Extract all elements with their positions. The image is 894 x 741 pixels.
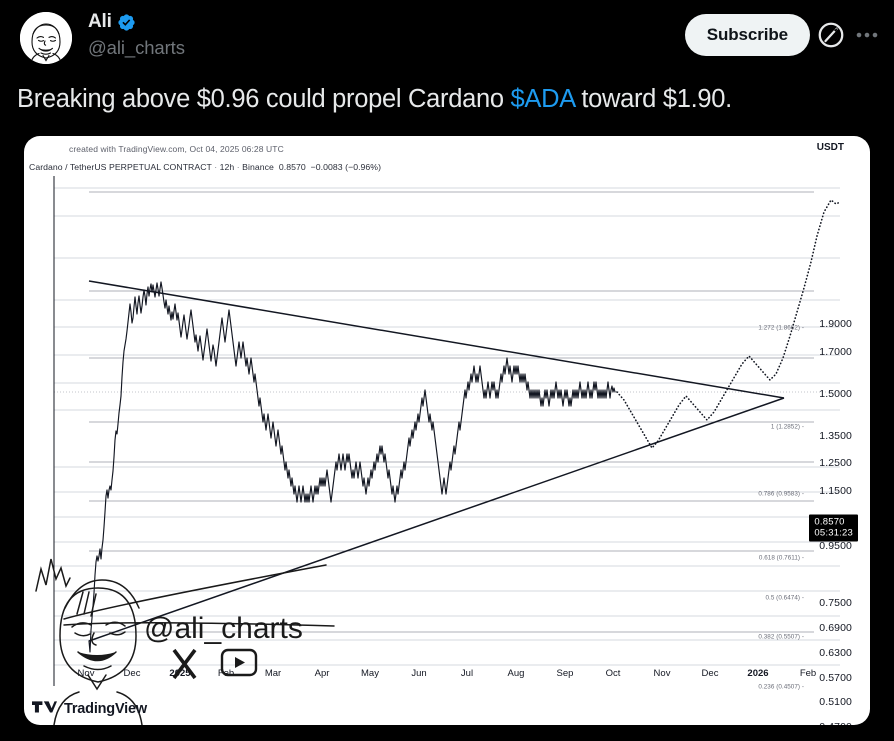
chart-card[interactable]: created with TradingView.com, Oct 04, 20… [24,136,870,725]
chart-symbol-line: Cardano / TetherUS PERPETUAL CONTRACT · … [29,162,382,172]
time-tick-label: Feb [799,668,817,679]
price-tick-label: 0.4700 [819,721,852,725]
price-tick-label: 1.9000 [819,318,852,330]
projection-path [616,198,841,450]
time-tick-label: 2026 [747,668,769,679]
price-tick-label: 0.9500 [819,540,852,552]
price-tick-label: 0.5700 [819,672,852,684]
price-tick-label: 0.5100 [819,696,852,708]
fibonacci-label: 0.5 (0.6474) - [765,594,804,602]
chart-plot-area[interactable] [24,176,870,686]
symbol-exchange: Binance [242,162,274,172]
price-tick-label: 1.5000 [819,388,852,400]
support-trendline [88,397,785,642]
chart-svg [53,176,841,686]
tweet-text-after: toward $1.90. [574,85,732,113]
symbol-name: Cardano / TetherUS PERPETUAL CONTRACT [29,162,212,172]
chart-credit: created with TradingView.com, Oct 04, 20… [69,144,284,154]
time-tick-label: Jun [411,668,427,679]
fibonacci-label: 1.272 (1.8662) - [758,324,804,332]
symbol-change-pct: (−0.96%) [345,162,382,172]
time-tick-label: 2025 [169,668,191,679]
verified-badge-icon [118,13,135,31]
symbol-last-price: 0.8570 [278,162,306,172]
time-tick-label: Sep [556,668,574,679]
tweet-text: Breaking above $0.96 could propel Cardan… [17,84,874,115]
symbol-interval: 12h [219,162,235,172]
time-tick-label: Feb [217,668,235,679]
price-tick-label: 0.6300 [819,647,852,659]
tradingview-footer[interactable]: TradingView [32,701,147,717]
subscribe-button[interactable]: Subscribe [684,14,810,56]
currency-unit-label: USDT [816,142,844,153]
tradingview-logo-icon [32,701,57,713]
price-scale[interactable]: 1.90001.70001.50001.35001.25001.15001.05… [809,176,870,725]
grok-icon[interactable] [816,20,846,50]
price-tick-label: 1.3500 [819,430,852,442]
price-tick-label: 0.6900 [819,622,852,634]
user-identity: Ali @ali_charts [88,10,185,60]
price-tick-label: 0.7500 [819,597,852,609]
tradingview-brand-name: TradingView [64,701,147,717]
time-tick-label: Nov [653,668,671,679]
more-options-icon[interactable] [852,20,882,50]
user-handle: @ali_charts [88,37,185,58]
tweet-text-before: Breaking above $0.96 could propel Cardan… [17,85,511,113]
time-scale[interactable]: Nov Dec 2025 Feb Mar Apr May Jun Jul Aug Sep Oct Nov… [24,668,870,686]
fibonacci-label: 0.618 (0.7611) - [758,554,804,562]
fibonacci-label: 1 (1.2852) - [770,423,804,431]
price-tick-label: 1.7000 [819,346,852,358]
avatar[interactable] [20,12,72,64]
time-tick-label: Apr [314,668,330,679]
time-tick-label: Aug [507,668,525,679]
cashtag-link-ada[interactable]: $ADA [510,85,575,113]
time-tick-label: Oct [605,668,621,679]
time-tick-label: Jul [460,668,474,679]
price-tag-countdown: 05:31:23 [814,527,853,539]
resistance-trendline [88,280,785,399]
price-tag-value: 0.8570 [814,516,845,528]
price-tick-label: 1.2500 [819,457,852,469]
price-line-series [88,281,616,653]
display-name: Ali [88,11,112,32]
fibonacci-label: 0.236 (0.4507) - [758,683,804,691]
time-tick-label: May [361,668,379,679]
avatar-face-illustration [20,12,72,64]
price-tick-label: 1.1500 [819,485,852,497]
current-price-tag: 0.8570 05:31:23 [809,514,858,542]
time-tick-label: Mar [264,668,282,679]
fibonacci-label: 0.786 (0.9583) - [758,490,804,498]
time-tick-label: Dec [701,668,719,679]
time-tick-label: Nov [77,668,95,679]
symbol-change-abs: −0.0083 [310,162,343,172]
fibonacci-label: 0.382 (0.5507) - [758,633,804,641]
time-tick-label: Dec [123,668,141,679]
tweet-header: Ali @ali_charts Subscribe [14,8,884,66]
